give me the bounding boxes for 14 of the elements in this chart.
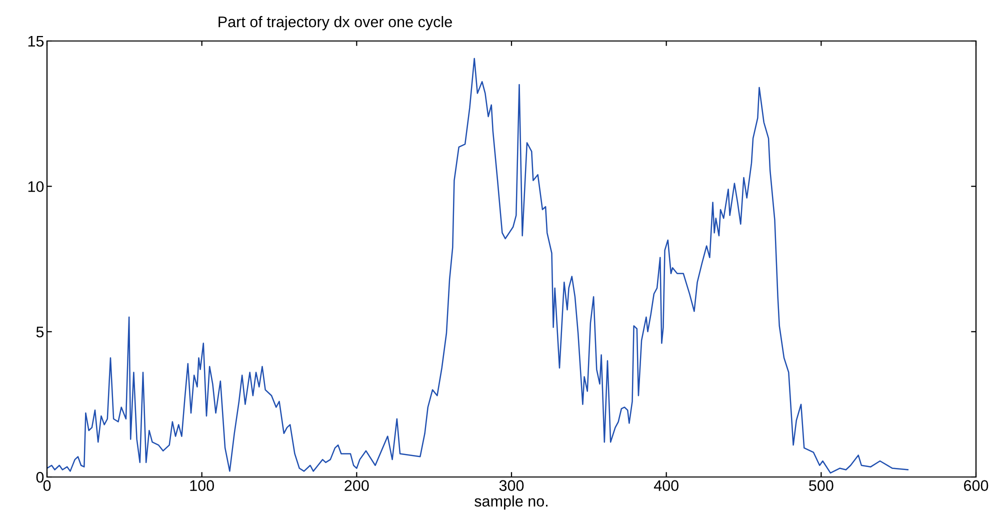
y-tick-label: 10 xyxy=(28,181,44,192)
x-tick-label: 400 xyxy=(654,480,678,491)
line-series xyxy=(47,58,908,474)
x-tick-label: 300 xyxy=(499,480,524,491)
x-tick-label: 0 xyxy=(43,480,51,491)
y-tick-label: 0 xyxy=(36,472,44,483)
x-tick-label: 600 xyxy=(964,480,988,491)
x-tick-label: 200 xyxy=(344,480,369,491)
x-tick-label: 500 xyxy=(809,480,834,491)
x-axis-title: sample no. xyxy=(474,495,548,510)
x-tick-label: 100 xyxy=(190,480,214,491)
y-tick-label: 15 xyxy=(28,36,44,47)
y-tick-label: 5 xyxy=(36,326,44,338)
chart-title: Part of trajectory dx over one cycle xyxy=(218,16,452,30)
